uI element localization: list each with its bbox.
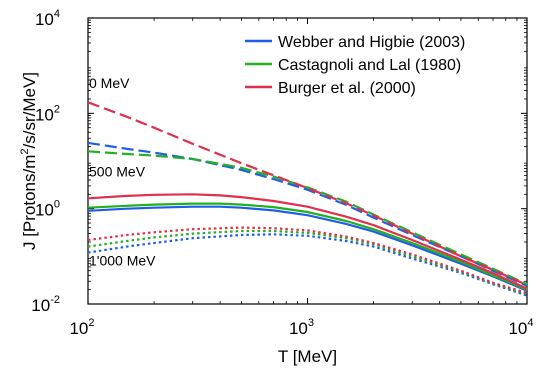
- legend-label: Webber and Higbie (2003): [278, 34, 465, 51]
- series-line-burger-dashed: [87, 101, 528, 287]
- y-tick-label: 10-2: [31, 294, 60, 315]
- series-line-burger-solid: [87, 193, 528, 290]
- legend-label: Castagnoli and Lal (1980): [278, 57, 461, 74]
- series-line-castagnoli-dotted: [87, 229, 528, 296]
- x-tick-label: 103: [289, 317, 314, 338]
- series-line-webber-dashed: [87, 141, 528, 287]
- curve-annotation: 500 MeV: [89, 164, 146, 180]
- x-tick-label: 104: [508, 317, 533, 338]
- y-tick-label: 100: [35, 199, 60, 220]
- series-line-castagnoli-dashed: [87, 150, 528, 286]
- annotations: 0 MeV 500 MeV 1'000 MeV: [89, 75, 156, 268]
- curve-annotation: 0 MeV: [89, 75, 130, 91]
- series-line-castagnoli-solid: [87, 202, 528, 291]
- y-axis-title: J [Protons/m2/s/sr/MeV]: [19, 72, 39, 250]
- series-line-webber-solid: [87, 205, 528, 292]
- legend-label: Burger et al. (2000): [278, 80, 416, 97]
- x-tick-label: 102: [69, 317, 94, 338]
- series-layer: [87, 101, 528, 297]
- x-axis-title: T [MeV]: [278, 347, 337, 366]
- curve-annotation: 1'000 MeV: [89, 252, 156, 268]
- axis-ticks: [87, 17, 528, 305]
- legend: Webber and Higbie (2003) Castagnoli and L…: [245, 34, 465, 97]
- series-line-burger-dotted: [87, 226, 528, 295]
- series-line-webber-dotted: [87, 233, 528, 297]
- y-tick-label: 104: [35, 8, 60, 29]
- axis-tick-labels: 102 103 104 10-2 100 102 104: [31, 8, 533, 338]
- y-tick-label: 102: [35, 103, 60, 124]
